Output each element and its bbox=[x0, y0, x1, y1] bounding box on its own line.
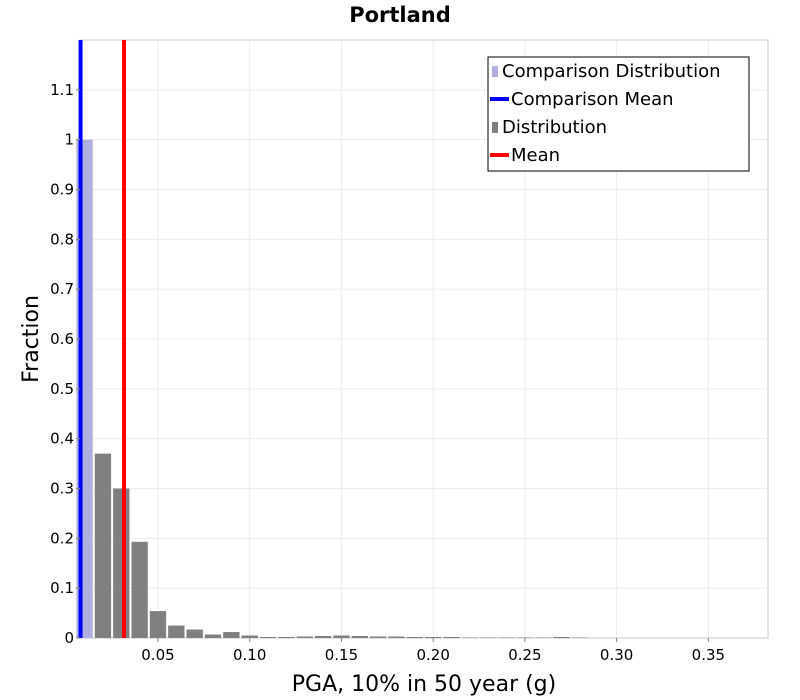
legend-swatch-distribution bbox=[492, 122, 498, 133]
distribution-bar bbox=[571, 637, 589, 639]
y-tick-label: 0.6 bbox=[50, 330, 74, 348]
y-tick-label: 1 bbox=[64, 131, 74, 149]
x-axis-ticks: 0.05 0.10 0.15 0.20 0.25 0.30 0.35 bbox=[141, 638, 725, 664]
legend-label-mean: Mean bbox=[511, 145, 560, 166]
distribution-bar bbox=[296, 636, 313, 638]
x-tick-label: 0.05 bbox=[141, 646, 174, 664]
y-tick-label: 0.7 bbox=[50, 280, 74, 298]
distribution-bar bbox=[425, 637, 442, 638]
distribution-bar bbox=[314, 636, 332, 638]
distribution-bar bbox=[333, 635, 350, 638]
x-axis-label: PGA, 10% in 50 year (g) bbox=[292, 672, 556, 697]
x-tick-label: 0.35 bbox=[692, 646, 725, 664]
distribution-bar bbox=[516, 637, 534, 639]
distribution-bar bbox=[553, 637, 570, 638]
y-axis-ticks: 0 0.1 0.2 0.3 0.4 0.5 0.6 0.7 0.8 0.9 1 1.1 bbox=[50, 81, 80, 647]
distribution-bar bbox=[113, 488, 130, 638]
legend-label-comparison-distribution: Comparison Distribution bbox=[502, 61, 721, 82]
distribution-bar bbox=[241, 635, 258, 638]
distribution-bar bbox=[480, 637, 497, 639]
distribution-bar bbox=[443, 637, 460, 638]
y-tick-label: 0.2 bbox=[50, 529, 74, 547]
y-axis-label: Fraction bbox=[19, 295, 44, 383]
legend: Comparison Distribution Comparison Mean Di… bbox=[487, 56, 750, 172]
legend-swatch-comparison-distribution bbox=[492, 66, 498, 77]
distribution-bar bbox=[351, 636, 368, 638]
legend-label-comparison-mean: Comparison Mean bbox=[511, 89, 674, 110]
x-tick-label: 0.25 bbox=[508, 646, 541, 664]
distribution-bar bbox=[168, 625, 185, 638]
x-tick-label: 0.15 bbox=[325, 646, 358, 664]
distribution-bar bbox=[461, 637, 479, 639]
legend-box bbox=[487, 56, 750, 172]
legend-label-distribution: Distribution bbox=[502, 117, 607, 138]
distribution-bar bbox=[131, 541, 148, 638]
distribution-bar bbox=[406, 637, 423, 638]
mean-lines-layer bbox=[78, 40, 127, 638]
chart-title: Portland bbox=[349, 3, 451, 27]
y-tick-label: 1.1 bbox=[50, 81, 74, 99]
distribution-bar bbox=[223, 632, 240, 638]
distribution-bar bbox=[186, 629, 203, 638]
y-tick-label: 0.3 bbox=[50, 480, 74, 498]
distribution-bar bbox=[388, 636, 405, 638]
x-tick-label: 0.30 bbox=[600, 646, 633, 664]
y-tick-label: 0.4 bbox=[50, 430, 74, 448]
y-tick-label: 0.9 bbox=[50, 181, 74, 199]
distribution-bar bbox=[535, 637, 552, 639]
distribution-bar bbox=[204, 634, 222, 638]
distribution-bar bbox=[369, 636, 387, 638]
distribution-bar bbox=[498, 637, 515, 639]
distribution-bar bbox=[278, 637, 295, 638]
x-tick-label: 0.10 bbox=[233, 646, 266, 664]
y-tick-label: 0.5 bbox=[50, 380, 74, 398]
y-tick-label: 0.1 bbox=[50, 579, 74, 597]
y-tick-label: 0.8 bbox=[50, 230, 74, 248]
grid-lines bbox=[80, 40, 768, 638]
y-tick-label: 0 bbox=[64, 629, 74, 647]
distribution-bar bbox=[149, 611, 167, 638]
distribution-bar bbox=[94, 453, 112, 638]
x-tick-label: 0.20 bbox=[416, 646, 449, 664]
distribution-bar bbox=[259, 637, 277, 638]
